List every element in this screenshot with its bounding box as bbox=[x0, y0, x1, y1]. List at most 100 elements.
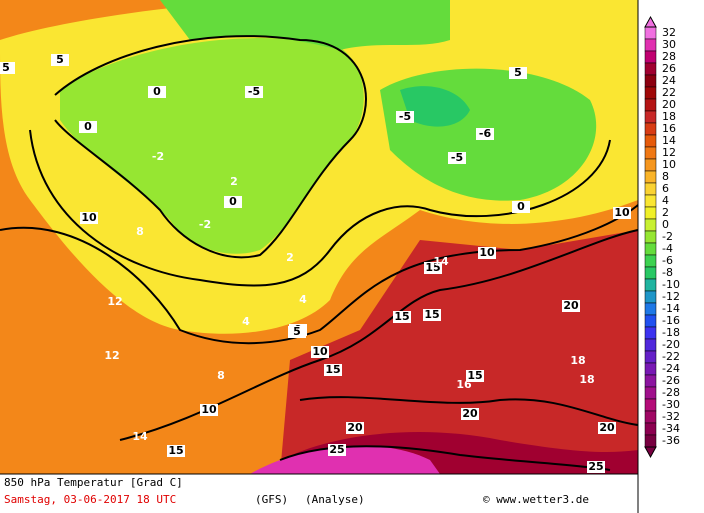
legend-label: 24 bbox=[662, 74, 676, 87]
legend-label: -8 bbox=[662, 266, 673, 279]
contour-label: 14 bbox=[433, 255, 449, 268]
contour-label: 20 bbox=[599, 421, 615, 434]
contour-label-box bbox=[0, 62, 15, 74]
contour-label-box bbox=[51, 54, 69, 66]
legend-label: -6 bbox=[662, 254, 673, 267]
contour-label: 10 bbox=[479, 246, 495, 259]
legend-label: 14 bbox=[662, 134, 676, 147]
contour-label: 15 bbox=[394, 310, 409, 323]
contour-label: -2 bbox=[199, 218, 211, 231]
contour-label: -5 bbox=[451, 151, 463, 164]
legend-swatch bbox=[644, 146, 657, 160]
contour-label-box bbox=[328, 444, 346, 456]
legend-label: -4 bbox=[662, 242, 673, 255]
contour-label-box bbox=[224, 196, 242, 208]
contour-label: 5 bbox=[56, 53, 64, 66]
contour-label: 18 bbox=[570, 354, 585, 367]
legend-swatch bbox=[644, 170, 657, 184]
legend-label: -14 bbox=[662, 302, 680, 315]
legend-label: -36 bbox=[662, 434, 680, 447]
legend-swatch bbox=[644, 326, 657, 340]
contour-label-box bbox=[79, 121, 97, 133]
legend-swatch bbox=[644, 362, 657, 376]
footer-title: 850 hPa Temperatur [Grad C] bbox=[4, 476, 183, 489]
contour-label: -6 bbox=[479, 127, 492, 140]
contour-label-box bbox=[461, 408, 479, 420]
legend-label: -30 bbox=[662, 398, 680, 411]
contour-label-box bbox=[396, 111, 414, 123]
contour-label: -2 bbox=[152, 150, 164, 163]
contour-label-box bbox=[148, 86, 166, 98]
contour-label-box bbox=[598, 422, 616, 434]
contour-label: 8 bbox=[217, 369, 225, 382]
contour-labels: 000-5-5-6-500551010101515151515202020202… bbox=[0, 53, 631, 473]
legend-swatch bbox=[644, 86, 657, 100]
legend-swatch bbox=[644, 434, 657, 448]
contour-label-box bbox=[512, 201, 530, 213]
contour-label-box bbox=[80, 212, 98, 224]
contour-label: 0 bbox=[84, 120, 92, 133]
contour-label: -5 bbox=[248, 85, 260, 98]
legend-swatch bbox=[644, 134, 657, 148]
contour-label: 10 bbox=[312, 345, 328, 358]
contour-label: 15 bbox=[168, 444, 183, 457]
legend-arrow-bottom bbox=[644, 446, 657, 459]
legend-swatch bbox=[644, 290, 657, 304]
contour-label: 20 bbox=[563, 299, 579, 312]
legend-label: -10 bbox=[662, 278, 680, 291]
legend-swatch bbox=[644, 278, 657, 292]
legend-swatch bbox=[644, 98, 657, 112]
map-green-dark bbox=[400, 86, 470, 127]
legend-swatch bbox=[644, 50, 657, 64]
legend-arrow-top bbox=[644, 15, 657, 28]
legend-swatch bbox=[644, 26, 657, 40]
legend-swatch bbox=[644, 338, 657, 352]
legend-swatch bbox=[644, 410, 657, 424]
contour-label: 5 bbox=[514, 66, 522, 79]
contour-label-box bbox=[478, 247, 496, 259]
contour-label-box bbox=[562, 300, 580, 312]
legend-swatch bbox=[644, 38, 657, 52]
legend-label: 6 bbox=[662, 182, 669, 195]
contour-label: 5 bbox=[2, 61, 10, 74]
contour-label-box bbox=[311, 346, 329, 358]
legend-label: -28 bbox=[662, 386, 680, 399]
map-green-west bbox=[60, 38, 364, 254]
map-red bbox=[280, 230, 638, 474]
legend-swatch bbox=[644, 182, 657, 196]
legend-label: -16 bbox=[662, 314, 680, 327]
contour-label-box bbox=[424, 262, 442, 274]
footer-model: (GFS) bbox=[255, 493, 288, 506]
legend-label: 4 bbox=[662, 194, 669, 207]
contour-label-box bbox=[587, 461, 605, 473]
legend-label: -18 bbox=[662, 326, 680, 339]
legend-label: 0 bbox=[662, 218, 669, 231]
legend-swatch bbox=[644, 194, 657, 208]
contour-label: 20 bbox=[462, 407, 478, 420]
map-magenta bbox=[250, 445, 440, 474]
contour-label-box bbox=[476, 128, 494, 140]
legend-swatch bbox=[644, 206, 657, 220]
contour-label: 14 bbox=[132, 430, 148, 443]
contour-label: 25 bbox=[329, 443, 344, 456]
legend-swatch bbox=[644, 350, 657, 364]
legend-label: -2 bbox=[662, 230, 673, 243]
legend-swatch bbox=[644, 110, 657, 124]
contour-label-box bbox=[200, 404, 218, 416]
contour-label: 15 bbox=[467, 369, 482, 382]
footer-credit: © www.wetter3.de bbox=[483, 493, 589, 506]
legend-swatch bbox=[644, 218, 657, 232]
legend-label: 20 bbox=[662, 98, 676, 111]
contour-label-box bbox=[167, 445, 185, 457]
contour-label: 12 bbox=[104, 349, 119, 362]
footer-run: (Analyse) bbox=[305, 493, 365, 506]
contour-label-box bbox=[423, 309, 441, 321]
contour-label: 5 bbox=[293, 325, 301, 338]
contour-label-box bbox=[393, 311, 411, 323]
contour-label: 12 bbox=[107, 295, 122, 308]
contour-label-box bbox=[613, 207, 631, 219]
legend-swatch bbox=[644, 374, 657, 388]
contour-label: 15 bbox=[325, 363, 340, 376]
contour-label: 8 bbox=[136, 225, 144, 238]
